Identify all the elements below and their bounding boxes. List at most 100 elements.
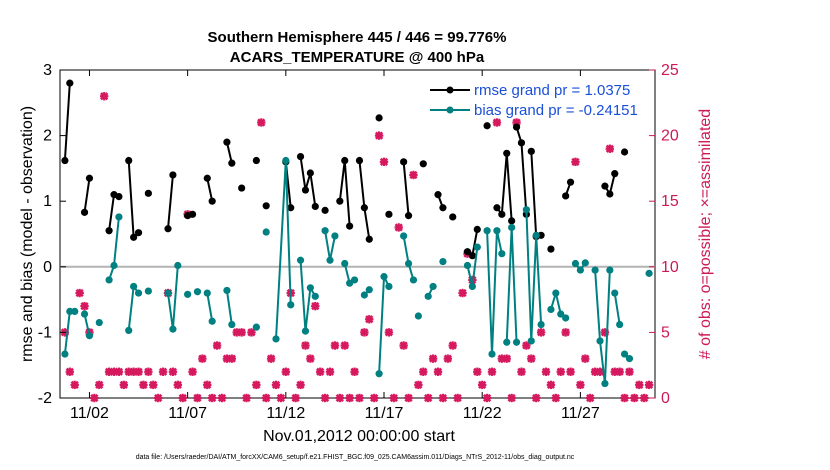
obs-assimilated-marker <box>620 393 629 403</box>
rmse-point <box>547 245 555 253</box>
obs-count-layer <box>60 92 654 403</box>
bias-point <box>130 282 138 291</box>
obs-assimilated-marker <box>551 393 561 403</box>
obs-assimilated-marker <box>399 341 408 350</box>
obs-assimilated-marker <box>311 301 320 311</box>
bias-point <box>380 273 388 281</box>
obs-assimilated-marker <box>134 367 143 376</box>
obs-assimilated-marker <box>350 367 359 376</box>
rmse-point <box>493 204 501 212</box>
obs-assimilated-marker <box>212 341 222 350</box>
rmse-point <box>360 204 368 212</box>
rmse-point <box>606 190 614 198</box>
x-tick-label: 11/22 <box>463 405 502 422</box>
legend-rmse-marker <box>446 86 454 94</box>
bias-point <box>174 261 182 270</box>
obs-assimilated-marker <box>301 341 310 350</box>
bias-point <box>581 259 589 267</box>
bias-point <box>571 259 580 268</box>
plot-area <box>59 69 656 399</box>
bias-point <box>85 332 94 340</box>
obs-assimilated-marker <box>325 367 335 376</box>
y-tick-label: 3 <box>43 62 52 79</box>
bias-point <box>503 338 511 346</box>
obs-assimilated-marker <box>394 223 403 232</box>
rmse-line-segment <box>167 174 174 229</box>
series-layer <box>61 79 653 388</box>
y-tick-label: -1 <box>38 324 52 341</box>
rmse-point <box>439 204 447 212</box>
bias-line-segment <box>525 209 543 341</box>
bias-point <box>184 290 192 298</box>
obs-assimilated-marker <box>428 354 438 363</box>
obs-assimilated-marker <box>257 118 266 127</box>
obs-assimilated-marker <box>335 393 345 403</box>
obs-assimilated-marker <box>585 393 595 403</box>
obs-assimilated-marker <box>330 341 340 350</box>
rmse-point <box>355 156 364 165</box>
rmse-line-segment <box>63 83 71 161</box>
bias-point <box>483 227 491 235</box>
bias-point <box>463 261 472 270</box>
rmse-point <box>498 210 506 218</box>
obs-assimilated-marker <box>379 157 389 167</box>
rmse-point <box>463 248 472 256</box>
rmse-point <box>562 192 570 200</box>
legend-rmse-label: rmse grand pr = 1.0375 <box>474 82 630 99</box>
bias-line-segment <box>206 292 214 322</box>
legend-bias-label: bias grand pr = -0.24151 <box>474 102 638 119</box>
rmse-line-segment <box>206 178 214 202</box>
rmse-line-segment <box>402 161 410 216</box>
bias-point <box>557 310 565 318</box>
obs-assimilated-marker <box>271 380 281 390</box>
bias-point <box>611 289 619 297</box>
obs-assimilated-marker <box>217 393 227 403</box>
rmse-point <box>306 169 314 177</box>
bias-point <box>134 289 143 297</box>
rmse-point <box>517 139 526 147</box>
rmse-point <box>85 174 94 182</box>
x-tick-label: 11/02 <box>70 405 109 422</box>
bias-point <box>385 282 393 291</box>
y-tick-label: 1 <box>43 193 52 210</box>
rmse-point <box>105 227 113 235</box>
bias-point <box>576 266 584 274</box>
bias-point <box>321 227 329 235</box>
obs-assimilated-marker <box>522 341 531 350</box>
obs-assimilated-marker <box>207 393 217 403</box>
bias-point <box>105 276 113 284</box>
obs-assimilated-marker <box>571 157 580 167</box>
obs-assimilated-marker <box>384 328 394 337</box>
y2-tick-label: 20 <box>661 128 679 145</box>
obs-assimilated-marker <box>527 354 536 363</box>
rmse-point <box>80 208 89 216</box>
obs-assimilated-marker <box>409 170 418 180</box>
obs-assimilated-marker <box>119 380 129 390</box>
bias-point <box>125 326 133 335</box>
bias-line-segment <box>594 270 611 384</box>
rmse-point <box>503 149 511 157</box>
chart-subtitle: ACARS_TEMPERATURE @ 400 hPa <box>230 49 485 66</box>
obs-assimilated-marker <box>80 301 89 311</box>
obs-assimilated-marker <box>625 367 634 376</box>
rmse-point <box>134 229 143 237</box>
rmse-point <box>169 171 177 179</box>
obs-assimilated-marker <box>482 393 492 403</box>
bias-point <box>164 289 172 297</box>
bias-point <box>400 232 408 240</box>
bias-point <box>272 335 280 343</box>
rmse-point <box>512 123 521 131</box>
obs-assimilated-marker <box>95 380 104 390</box>
obs-assimilated-marker <box>561 328 570 337</box>
obs-assimilated-marker <box>75 288 84 298</box>
bias-point <box>508 223 516 232</box>
rmse-point <box>483 122 491 130</box>
obs-assimilated-marker <box>630 393 639 403</box>
obs-assimilated-marker <box>433 367 443 376</box>
bias-point <box>311 292 319 300</box>
rmse-point <box>400 158 408 166</box>
rmse-point <box>346 222 354 230</box>
obs-assimilated-marker <box>237 328 246 337</box>
bias-point <box>80 310 89 318</box>
